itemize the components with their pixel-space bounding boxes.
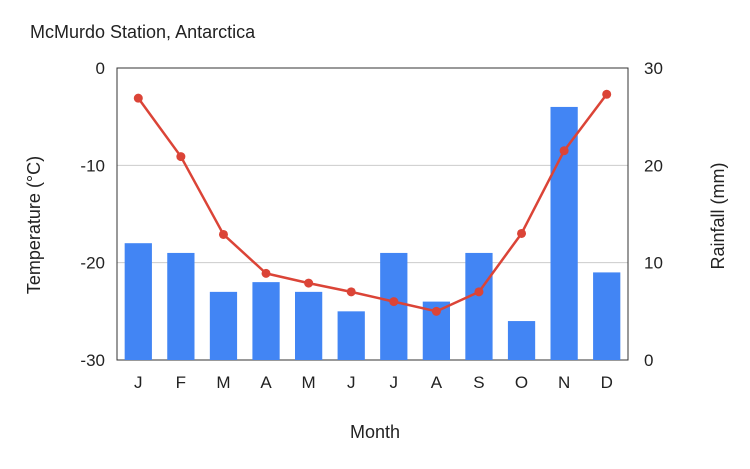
x-tick-label: A — [260, 373, 272, 392]
temperature-point — [602, 89, 612, 99]
rainfall-bar — [252, 282, 280, 360]
temperature-point — [389, 297, 399, 307]
x-tick-label: S — [473, 373, 484, 392]
chart-title: McMurdo Station, Antarctica — [30, 22, 256, 42]
x-tick-label: N — [558, 373, 570, 392]
rainfall-bars — [124, 106, 621, 360]
y-right-tick-label: 20 — [644, 156, 663, 175]
x-tick-label: A — [431, 373, 443, 392]
temperature-point — [559, 146, 569, 156]
y-left-tick-label: -10 — [80, 156, 105, 175]
x-tick-label: M — [302, 373, 316, 392]
rainfall-bar — [294, 291, 323, 360]
temperature-point — [517, 228, 527, 238]
temperature-line — [133, 89, 612, 316]
y-left-tick-label: 0 — [96, 59, 105, 78]
x-tick-label: F — [176, 373, 186, 392]
y-right-tick-label: 10 — [644, 254, 663, 273]
rainfall-bar — [507, 321, 536, 360]
rainfall-bar — [550, 106, 578, 360]
x-axis-title: Month — [350, 422, 400, 442]
y-axis-left-title: Temperature (°C) — [24, 156, 44, 294]
temperature-point — [474, 287, 484, 297]
temperature-point — [261, 268, 271, 278]
x-tick-label: J — [134, 373, 143, 392]
rainfall-bar — [593, 272, 621, 360]
y-right-tick-label: 30 — [644, 59, 663, 78]
rainfall-bar — [209, 291, 238, 360]
x-tick-label: M — [216, 373, 230, 392]
temperature-point — [431, 306, 441, 316]
rainfall-bar — [337, 311, 365, 360]
plot-frame — [116, 67, 629, 361]
temperature-point — [346, 287, 356, 297]
temperature-polyline — [137, 93, 608, 313]
temperature-point — [133, 93, 143, 103]
y-right-tick-label: 0 — [644, 351, 653, 370]
y-left-tick-label: -20 — [80, 254, 105, 273]
temperature-point — [304, 278, 314, 288]
y-axis-right-title: Rainfall (mm) — [708, 162, 728, 269]
temperature-point — [218, 229, 228, 239]
rainfall-bar — [465, 252, 493, 360]
x-tick-label: O — [515, 373, 528, 392]
x-tick-label: J — [347, 373, 356, 392]
y-left-tick-label: -30 — [80, 351, 105, 370]
grid-lines — [116, 67, 629, 361]
x-tick-label: D — [601, 373, 613, 392]
rainfall-bar — [124, 243, 152, 360]
rainfall-bar — [167, 252, 195, 360]
rainfall-bar — [380, 252, 408, 360]
x-tick-label: J — [390, 373, 399, 392]
tick-labels: 0 -10 -20 -30 30 20 10 0 J F M A M J J A S O N D — [80, 59, 663, 392]
temperature-point — [176, 152, 186, 162]
